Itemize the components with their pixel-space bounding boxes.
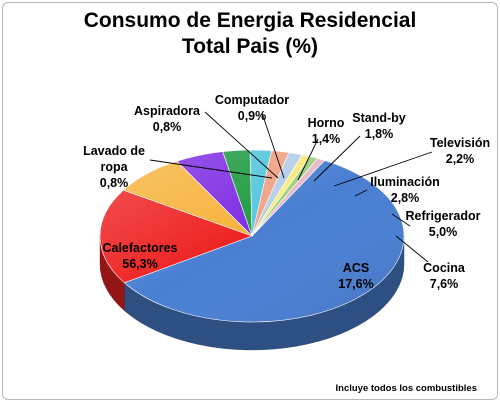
slice-name-iluminacion: Iluminación bbox=[370, 175, 439, 189]
slice-label-television: Televisión 2,2% bbox=[430, 136, 490, 166]
leader-line-lavado-de-ropa bbox=[149, 159, 273, 179]
slice-label-computador: Computador 0,9% bbox=[215, 93, 289, 123]
leader-line-television bbox=[333, 151, 433, 187]
slice-name-cocina: Cocina bbox=[423, 261, 466, 275]
slice-label-lavado-de-ropa: Lavado de ropa 0,8% bbox=[83, 144, 145, 190]
slice-label-iluminacion: Iluminación 2,8% bbox=[370, 175, 439, 205]
leader-line-stand-by bbox=[313, 135, 361, 182]
slice-value-calefactores: 56,3% bbox=[122, 257, 157, 271]
slice-value-aspiradora: 0,8% bbox=[153, 120, 182, 134]
slice-value-cocina: 7,6% bbox=[430, 277, 459, 291]
slice-label-acs: ACS 17,6% bbox=[338, 261, 373, 291]
slice-label-refrigerador: Refrigerador 5,0% bbox=[405, 209, 480, 239]
slice-value-stand-by: 1,8% bbox=[365, 127, 394, 141]
leader-line-aspiradora bbox=[204, 111, 279, 179]
slice-label-cocina: Cocina 7,6% bbox=[423, 261, 466, 291]
leader-line-iluminacion bbox=[354, 189, 368, 197]
slice-name-computador: Computador bbox=[215, 93, 289, 107]
slice-value-television: 2,2% bbox=[446, 152, 475, 166]
slice-label-aspiradora: Aspiradora 0,8% bbox=[134, 104, 201, 134]
slice-label-stand-by: Stand-by 1,8% bbox=[352, 111, 406, 141]
slice-name-lavado-de-ropa: Lavado de bbox=[83, 144, 145, 158]
pie-shine bbox=[100, 150, 404, 322]
slice-name-stand-by: Stand-by bbox=[352, 111, 406, 125]
chart-title: Consumo de Energia Residencial bbox=[84, 9, 417, 32]
slice-value-computador: 0,9% bbox=[238, 109, 267, 123]
slice-value-acs: 17,6% bbox=[338, 277, 373, 291]
leader-lines bbox=[149, 111, 433, 263]
slice-value-iluminacion: 2,8% bbox=[391, 191, 420, 205]
slice-value-horno: 1,4% bbox=[312, 132, 341, 146]
slice-name-acs: ACS bbox=[343, 261, 369, 275]
slice-name-horno: Horno bbox=[308, 116, 345, 130]
leader-line-refrigerador bbox=[391, 213, 411, 227]
slice-value-refrigerador: 5,0% bbox=[429, 225, 458, 239]
slice-name-calefactores: Calefactores bbox=[102, 241, 177, 255]
chart-subtitle: Total Pais (%) bbox=[182, 35, 318, 58]
leader-line-cocina bbox=[395, 235, 429, 263]
slice-name-television: Televisión bbox=[430, 136, 490, 150]
slice-name-aspiradora: Aspiradora bbox=[134, 104, 201, 118]
slice-label-calefactores: Calefactores 56,3% bbox=[102, 241, 177, 271]
slice-name-refrigerador: Refrigerador bbox=[405, 209, 480, 223]
chart-note: Incluye todos los combustibles bbox=[336, 383, 477, 394]
pie-tops bbox=[99, 149, 405, 323]
leader-line-computador bbox=[261, 112, 285, 179]
slice-name-lavado-de-ropa: ropa bbox=[100, 160, 128, 174]
leader-line-horno bbox=[297, 138, 319, 181]
slice-labels: Calefactores 56,3% ACS 17,6% Cocina 7,6% Refri… bbox=[83, 93, 490, 291]
slice-label-horno: Horno 1,4% bbox=[308, 116, 345, 146]
slice-value-lavado-de-ropa: 0,8% bbox=[100, 176, 129, 190]
